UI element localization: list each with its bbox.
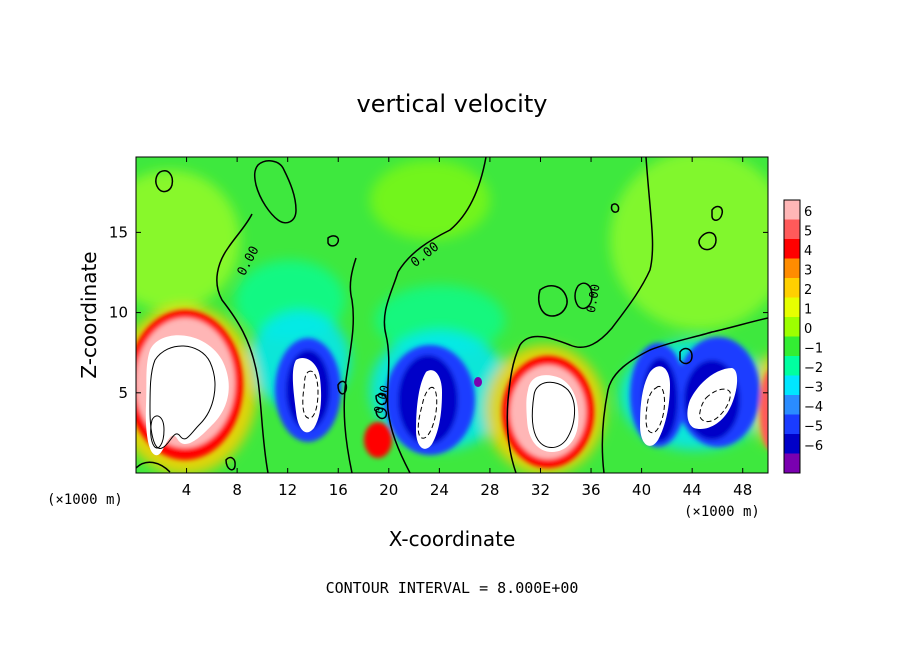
colorbar-frame	[783, 199, 801, 474]
contour-lines	[136, 157, 768, 473]
x-tick-label: 24	[430, 481, 449, 499]
x-tick-label: 4	[182, 481, 192, 499]
contour-right-loop-2	[711, 205, 724, 221]
contour-mid-loop	[538, 285, 568, 317]
red-spot-19	[364, 422, 392, 458]
chart-title: vertical velocity	[357, 90, 548, 118]
colorbar-swatch	[784, 200, 800, 220]
contour-small-loop-6	[679, 347, 693, 365]
x-tick-label: 44	[683, 481, 702, 499]
x-unit-label-left: (×1000 m)	[47, 492, 123, 508]
zero-contour-4	[506, 157, 654, 473]
x-tick-label: 40	[632, 481, 651, 499]
contour-small-loop-2	[610, 203, 620, 213]
colorbar-swatch	[784, 258, 800, 278]
x-tick-label: 48	[733, 481, 752, 499]
x-tick-label: 36	[581, 481, 600, 499]
colorbar-swatch	[784, 434, 800, 454]
plot-area: 0.00 0.00 0.00 0.00	[136, 157, 768, 473]
contour-updraft-right	[531, 381, 575, 448]
colorbar-swatch	[784, 297, 800, 317]
colorbar-tick-label: −4	[804, 400, 823, 415]
colorbar-tick-label: −6	[804, 439, 823, 454]
purple-spot	[474, 377, 482, 387]
x-tick-label: 12	[278, 481, 297, 499]
contour-interval-note: CONTOUR INTERVAL = 8.000E+00	[326, 579, 579, 597]
zero-contour-6	[136, 461, 171, 473]
zero-contour-2	[343, 257, 357, 473]
white-core-left	[145, 335, 229, 456]
colorbar-swatch	[784, 336, 800, 356]
colorbar-swatch	[784, 375, 800, 395]
contour-label-4: 0.00	[584, 283, 603, 314]
colorbar-swatch	[784, 278, 800, 298]
x-axis-label: X-coordinate	[389, 527, 516, 551]
contour-top-left-loop	[155, 170, 174, 193]
colorbar-tick-label: −5	[804, 419, 823, 434]
dashed-down-2	[417, 386, 438, 439]
colorbar-tick-label: −1	[804, 341, 823, 356]
x-tick-label: 8	[232, 481, 242, 499]
white-core-right	[526, 375, 579, 452]
upper-yellow-green-left	[136, 170, 240, 310]
colorbar-swatch	[784, 317, 800, 337]
contour-small-loop-4	[375, 407, 388, 420]
contour-updraft-left	[149, 345, 216, 449]
colorbar-tick-label: 6	[804, 205, 812, 220]
colorbar-tick-label: 2	[804, 283, 812, 298]
x-tick-label: 16	[329, 481, 348, 499]
y-axis: 5 10 15	[109, 223, 768, 402]
contour-small-loop-1	[327, 235, 340, 247]
x-tick-label: 28	[480, 481, 499, 499]
colorbar-swatch	[784, 414, 800, 434]
zero-contour-5	[601, 317, 768, 473]
white-core-down-3	[640, 366, 670, 446]
y-tick-label: 5	[118, 384, 128, 402]
colorbar: 6 5 4 3 2 1 0 −1 −2 −3 −4 −5 −6	[783, 199, 823, 474]
contour-small-loop-7	[225, 456, 236, 471]
colorbar-swatch	[784, 453, 800, 473]
colorbar-tick-label: −3	[804, 380, 823, 395]
y-tick-label: 15	[109, 223, 128, 241]
dashed-down-3	[645, 386, 665, 434]
colorbar-swatch	[784, 356, 800, 376]
y-axis-label: Z-coordinate	[77, 251, 101, 378]
contour-small-loop-3	[375, 393, 388, 406]
x-tick-label: 20	[379, 481, 398, 499]
contour-right-loop-1	[698, 231, 717, 251]
colorbar-swatch	[784, 239, 800, 259]
dashed-down-1	[302, 370, 319, 419]
x-unit-label-right: (×1000 m)	[684, 504, 760, 520]
contour-top-loop-2	[253, 160, 297, 224]
x-axis: 4 8 12 16 20 24 28 32 36 40 44 48	[182, 157, 752, 499]
contour-small-loop-5	[337, 380, 348, 395]
colorbar-tick-label: 1	[804, 302, 812, 317]
red-edge	[760, 370, 768, 450]
plot-frame	[135, 156, 769, 474]
zero-contour-3	[383, 157, 487, 473]
contour-mid-loop-2	[574, 282, 593, 310]
white-core-down-2	[416, 370, 442, 449]
contour-updraft-left-inner	[150, 415, 165, 449]
colorbar-tick-label: −2	[804, 361, 823, 376]
colorbar-tick-label: 5	[804, 224, 812, 239]
x-tick-label: 32	[531, 481, 550, 499]
colorbar-swatch	[784, 219, 800, 239]
colorbar-tick-label: 0	[804, 322, 812, 337]
colorbar-tick-label: 4	[804, 244, 812, 259]
colorbar-tick-label: 3	[804, 263, 812, 278]
zero-contour-1	[216, 213, 269, 473]
colorbar-swatch	[784, 395, 800, 415]
y-tick-label: 10	[109, 304, 128, 322]
